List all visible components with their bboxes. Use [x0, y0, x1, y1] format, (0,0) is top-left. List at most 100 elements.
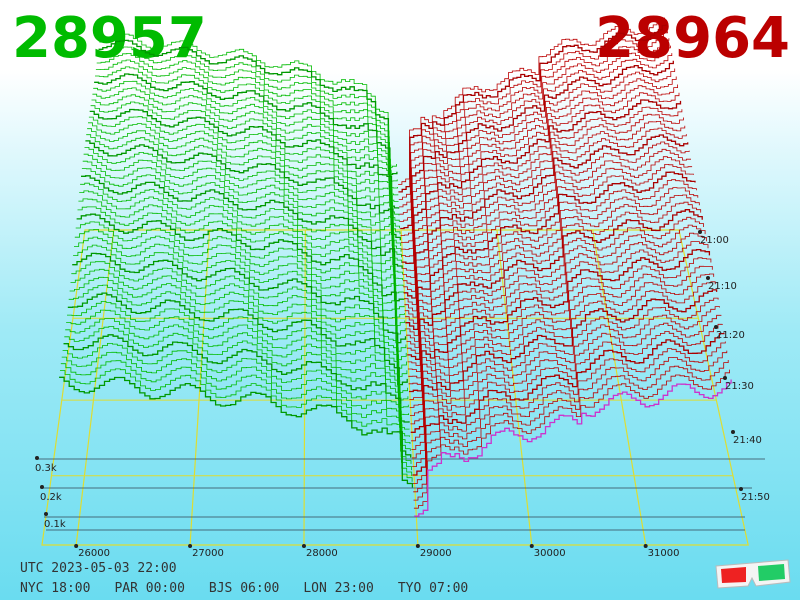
ask-depth-curve — [409, 265, 713, 408]
bid-depth-curve — [82, 160, 404, 287]
ask-depth-curve — [407, 216, 704, 366]
bid-depth-curve — [88, 116, 402, 246]
ask-depth-curve — [400, 68, 676, 236]
timezone-par: PAR 00:00 — [114, 581, 185, 596]
bid-depth-curve — [85, 140, 403, 269]
bid-depth-curve — [96, 53, 398, 189]
price-tick-dot — [188, 544, 193, 548]
ask-depth-curve — [403, 134, 689, 299]
ask-depth-curve — [409, 248, 711, 393]
time-tick-dot — [698, 230, 702, 234]
ask-depth-curve — [399, 38, 670, 208]
ask-depth-curve — [412, 332, 725, 476]
bid-depth-curve — [72, 252, 408, 386]
ask-depth-curve — [407, 209, 703, 360]
ask-depth-curve — [412, 341, 726, 484]
ask-depth-curve — [414, 379, 732, 517]
bid-depth-curve — [78, 198, 406, 326]
ask-depth-curve — [406, 194, 700, 348]
ask-depth-curve — [403, 121, 686, 285]
price-gridline — [496, 229, 533, 546]
ask-depth-curve — [402, 106, 683, 271]
depth-tick-dot — [44, 512, 48, 516]
ask-depth-curve — [404, 156, 693, 318]
time-tick-label: 21:00 — [700, 235, 729, 246]
timezone-tyo: TYO 07:00 — [397, 581, 469, 596]
bid-depth-curve — [76, 213, 407, 344]
bid-depth-curve — [86, 134, 403, 263]
price-tick-label: 28000 — [306, 548, 338, 559]
ask-depth-curve — [405, 171, 696, 331]
ask-depth-curve — [404, 148, 691, 312]
bid-depth-curve — [63, 334, 412, 458]
ask-depth-curve — [405, 179, 697, 336]
timezone-lon: LON 23:00 — [303, 581, 374, 596]
depth-tick-label: 0.3k — [35, 463, 57, 474]
ask-depth-curve — [401, 92, 680, 257]
ask-depth-curve — [413, 350, 728, 493]
bid-depth-curve — [66, 309, 410, 437]
bid-depth-curve — [88, 122, 402, 252]
ask-depth-curve — [413, 369, 730, 509]
bid-depth-curve — [93, 80, 400, 216]
bid-depth-curve — [98, 39, 398, 176]
price-tick-dot — [74, 544, 79, 548]
bid-depth-curve — [81, 175, 405, 302]
ask-depth-curve — [411, 314, 722, 459]
ask-depth-curve — [398, 24, 667, 193]
3d-glasses-icon[interactable] — [712, 556, 792, 590]
ask-depth-curve — [410, 273, 715, 416]
ask-depth-curve — [403, 127, 687, 292]
time-tick-dot — [731, 430, 735, 434]
ask-depth-curve — [408, 241, 709, 385]
timezone-bjs: BJS 06:00 — [208, 581, 280, 596]
ask-depth-curve — [406, 187, 699, 342]
ask-depth-curve — [401, 84, 678, 250]
chart-axis-labels: 26000 27000 28000 29000 30000 31000 0.1k 0.2k 0.… — [35, 230, 770, 559]
bid-depth-curve — [84, 147, 403, 275]
bid-depth-curve — [81, 168, 404, 294]
bid-depth-curve — [95, 59, 399, 196]
bid-depth-curve — [95, 66, 399, 202]
price-tick-dot — [643, 544, 648, 548]
ask-depth-curve — [398, 17, 665, 185]
time-tick-label: 21:10 — [708, 281, 737, 292]
time-tick-dot — [714, 325, 718, 329]
bid-depth-curve — [74, 229, 407, 361]
utc-time: UTC 2023-05-03 22:00 — [20, 561, 177, 576]
price-tick-dot — [529, 544, 534, 548]
time-tick-dot — [739, 487, 743, 491]
price-tick-label: 27000 — [192, 548, 224, 559]
bid-depth-curve — [97, 46, 398, 182]
time-tick-label: 21:50 — [741, 492, 770, 503]
ask-depth-curve — [405, 164, 694, 324]
bid-depth-curve — [73, 244, 408, 377]
ask-depth-curve — [408, 232, 707, 379]
ask-depth-curve — [411, 297, 719, 442]
bid-depth-curve — [83, 153, 404, 281]
timezone-list: NYC 18:00 PAR 00:00 BJS 06:00 LON 23:00 TYO … — [20, 581, 492, 597]
ask-depth-curve — [412, 323, 723, 467]
bid-depth-curve — [89, 108, 401, 241]
bid-depth-curve — [71, 261, 408, 393]
depth-tick-dot — [40, 485, 44, 489]
price-gridline — [303, 229, 306, 546]
bid-depth-curve — [91, 94, 400, 229]
bid-depth-curve — [90, 101, 401, 235]
bid-depth-curve — [94, 73, 400, 209]
ask-depth-curve — [410, 281, 716, 425]
price-tick-label: 26000 — [78, 548, 110, 559]
bid-depth-curve — [60, 368, 413, 482]
bid-depth-curve — [74, 236, 407, 369]
time-tick-label: 21:40 — [733, 435, 762, 446]
bid-depth-curve — [64, 326, 411, 451]
ask-depth-series — [398, 17, 732, 517]
bid-depth-curve — [99, 33, 397, 168]
time-tick-label: 21:20 — [716, 330, 745, 341]
bid-depth-curve — [67, 292, 410, 423]
price-tick-dot — [415, 544, 420, 548]
bid-depth-curve — [65, 318, 411, 444]
ask-depth-curve — [402, 113, 684, 278]
ask-depth-curve — [399, 45, 671, 215]
